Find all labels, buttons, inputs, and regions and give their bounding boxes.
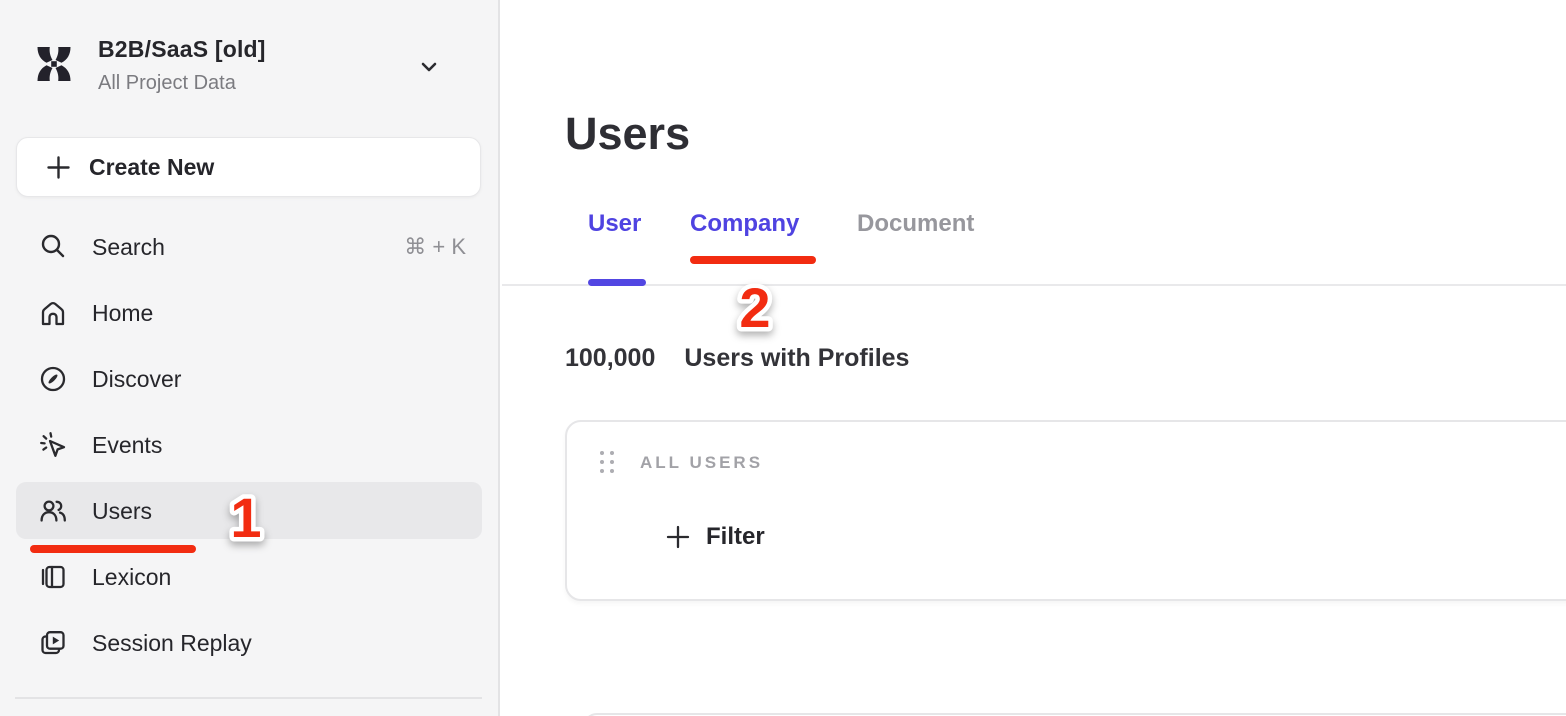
chevron-down-icon[interactable] [416,54,442,80]
users-icon [38,496,68,526]
add-filter-button[interactable]: Filter [665,523,765,551]
sidebar: B2B/SaaS [old] All Project Data Create N… [0,0,500,716]
compass-icon [38,364,68,394]
profile-count: 100,000 [565,344,656,372]
profile-count-row: 100,000 Users with Profiles [565,344,909,373]
sidebar-item-label: Events [92,431,163,458]
create-new-button[interactable]: Create New [16,137,481,197]
sidebar-item-discover[interactable]: Discover [0,346,500,412]
search-icon [38,232,68,262]
profile-count-label: Users with Profiles [684,344,910,372]
create-new-label: Create New [89,153,215,180]
annotation-underline-users [30,545,196,553]
sidebar-item-label: Lexicon [92,563,172,590]
all-users-card: ALL USERS Filter [565,420,1566,601]
sidebar-item-lexicon[interactable]: Lexicon [0,544,500,610]
sidebar-item-session-replay[interactable]: Session Replay [0,610,500,676]
sidebar-item-users[interactable]: Users [0,478,500,544]
plus-icon [45,154,72,181]
home-icon [38,298,68,328]
main-content: Users User Company Document 100,000 User… [502,0,1566,716]
sidebar-item-label: Discover [92,365,182,392]
sidebar-item-home[interactable]: Home [0,280,500,346]
plus-icon [665,524,691,550]
workspace-switcher[interactable]: B2B/SaaS [old] All Project Data [30,36,470,98]
sidebar-item-label: Session Replay [92,629,252,656]
sidebar-item-search[interactable]: Search ⌘ + K [0,214,500,280]
drag-handle-icon[interactable] [600,451,614,474]
workspace-subtitle: All Project Data [98,72,236,94]
session-replay-icon [38,628,68,658]
cursor-click-icon [38,430,68,460]
annotation-underline-company [690,256,816,264]
sidebar-item-events[interactable]: Events [0,412,500,478]
tabbar-divider [502,284,1566,286]
lexicon-book-icon [38,562,68,592]
page-title: Users [565,108,691,159]
tab-company[interactable]: Company [690,210,800,237]
tab-user[interactable]: User [588,210,642,237]
sidebar-nav: Search ⌘ + K Home Discover [0,214,500,676]
mixpanel-logo-icon [30,38,78,90]
sidebar-item-label: Home [92,299,154,326]
tab-document[interactable]: Document [857,210,975,237]
cohort-card-title: ALL USERS [640,453,764,472]
sidebar-item-label: Search [92,233,165,260]
sidebar-item-label: Users [92,497,153,524]
workspace-title: B2B/SaaS [old] [98,36,266,62]
filter-label: Filter [706,523,765,550]
sidebar-divider [15,697,482,699]
search-shortcut: ⌘ + K [404,234,466,259]
active-tab-indicator [588,279,646,286]
